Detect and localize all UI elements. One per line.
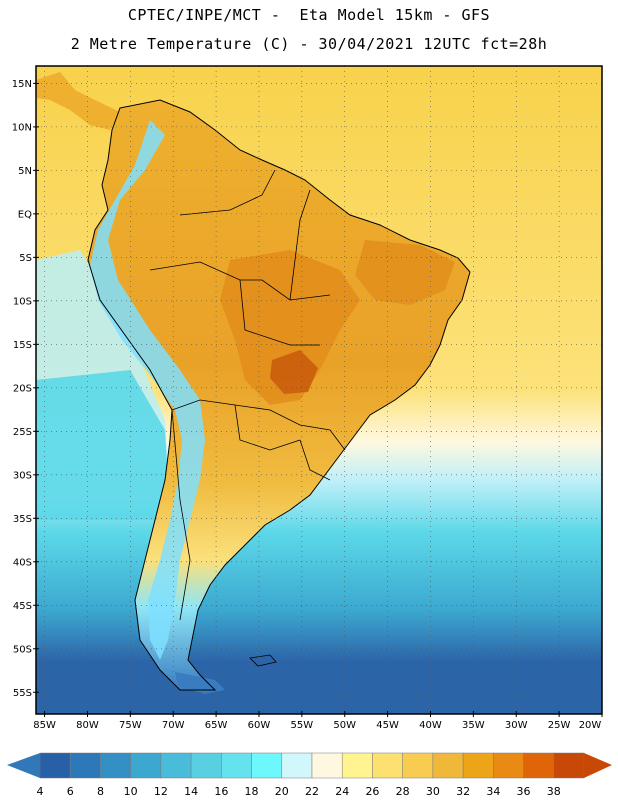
legend-label: 22 (305, 785, 319, 798)
lat-label: EQ (18, 209, 32, 220)
legend-swatch (462, 752, 494, 779)
lon-label: 25W (548, 720, 571, 731)
lat-label: 5N (18, 166, 32, 177)
legend-swatch (553, 752, 585, 779)
heat-spot-pantanal (270, 350, 318, 394)
lon-label: 40W (419, 720, 442, 731)
graticule (36, 66, 602, 714)
lat-label: 15S (13, 340, 32, 351)
lat-label: 5S (19, 253, 32, 264)
lat-label: 30S (13, 470, 32, 481)
legend-label: 4 (37, 785, 44, 798)
color-legend: 4 6 8 10 12 14 16 18 20 22 24 26 28 30 32 34 36 38 (7, 752, 612, 798)
legend-label: 32 (456, 785, 470, 798)
legend-label: 16 (214, 785, 228, 798)
central-america-land (36, 72, 120, 130)
longitude-axis: 85W 80W 75W 70W 65W 60W 55W 50W 45W 40W 35W 30W 25W 2… (33, 711, 603, 731)
legend-swatch (341, 752, 373, 779)
lon-label: 35W (462, 720, 485, 731)
lon-label: 50W (333, 720, 356, 731)
legend-swatch (221, 752, 252, 779)
legend-label: 34 (486, 785, 500, 798)
legend-label: 26 (365, 785, 379, 798)
heat-core-central (220, 250, 360, 405)
lon-label: 70W (162, 720, 185, 731)
legend-swatch (493, 752, 524, 779)
lat-label: 45S (13, 601, 32, 612)
coastline (87, 99, 471, 691)
lon-label: 75W (119, 720, 142, 731)
lon-label: 30W (505, 720, 528, 731)
legend-swatch (251, 752, 283, 779)
legend-label: 6 (67, 785, 74, 798)
lat-label: 10S (13, 296, 32, 307)
pacific-cold-region (36, 370, 170, 520)
lon-label: 80W (76, 720, 99, 731)
lon-label: 60W (248, 720, 271, 731)
legend-swatch (402, 752, 434, 779)
lat-label: 55S (13, 688, 32, 699)
tierra-del-fuego (175, 672, 225, 694)
legend-label: 12 (154, 785, 168, 798)
legend-swatch (160, 752, 192, 779)
lat-label: 40S (13, 557, 32, 568)
lon-label: 20W (579, 720, 602, 731)
legend-label: 18 (245, 785, 259, 798)
legend-label: 14 (184, 785, 198, 798)
legend-swatch (39, 752, 71, 779)
legend-arrow-high (584, 753, 612, 778)
lat-label: 20S (13, 383, 32, 394)
legend-label: 10 (124, 785, 138, 798)
legend-swatch (190, 752, 222, 779)
andes-cool-spine (90, 120, 205, 660)
legend-label: 36 (517, 785, 531, 798)
country-borders (149, 169, 346, 621)
legend-swatch (523, 752, 555, 779)
lon-label: 65W (205, 720, 228, 731)
legend-swatch (281, 752, 313, 779)
legend-arrow-low (7, 753, 40, 778)
lat-label: 15N (12, 79, 32, 90)
legend-swatch (69, 752, 101, 779)
lat-label: 10N (12, 122, 32, 133)
falkland-islands (249, 654, 277, 667)
lat-label: 25S (13, 427, 32, 438)
latitude-axis: 15N 10N 5N EQ 5S 10S 15S 20S 25S 30S 35S 40S 45S 50S 5… (12, 79, 39, 699)
legend-swatch (130, 752, 162, 779)
legend-label: 8 (97, 785, 104, 798)
lon-label: 55W (291, 720, 314, 731)
heat-core-northeast (355, 240, 455, 305)
legend-label: 38 (547, 785, 561, 798)
legend-swatch (311, 752, 343, 779)
map-title-line1: CPTEC/INPE/MCT - Eta Model 15km - GFS (127, 6, 491, 24)
lat-label: 35S (13, 514, 32, 525)
temperature-map: 15N 10N 5N EQ 5S 10S 15S 20S 25S 30S 35S 40S 45S 50S 5… (12, 65, 603, 731)
lon-label: 45W (376, 720, 399, 731)
legend-label: 20 (275, 785, 289, 798)
legend-swatch (372, 752, 403, 779)
legend-label: 28 (396, 785, 410, 798)
legend-swatch (432, 752, 464, 779)
legend-label: 24 (335, 785, 349, 798)
lon-label: 85W (33, 720, 56, 731)
legend-swatch (100, 752, 131, 779)
map-frame (35, 65, 603, 715)
legend-label: 30 (426, 785, 440, 798)
map-title-line2: 2 Metre Temperature (C) - 30/04/2021 12U… (70, 35, 548, 53)
lat-label: 50S (13, 644, 32, 655)
